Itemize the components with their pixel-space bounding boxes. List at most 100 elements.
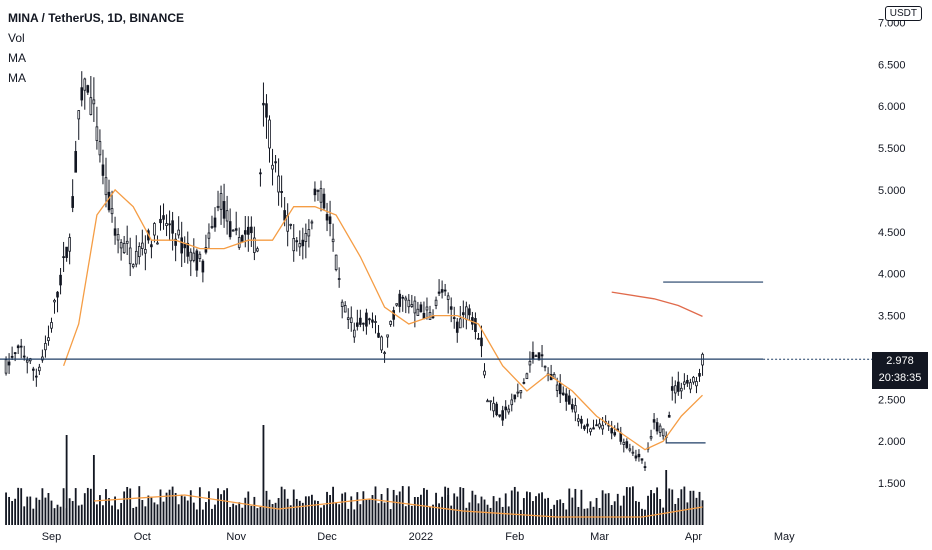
volume-bar xyxy=(489,507,492,525)
volume-bar xyxy=(123,491,126,525)
candle-body xyxy=(540,354,544,357)
candle-body xyxy=(510,399,514,406)
volume-bar xyxy=(698,491,701,525)
candle-body xyxy=(125,240,129,244)
y-tick-label: 4.000 xyxy=(878,269,906,281)
volume-bar xyxy=(53,508,56,525)
volume-bar xyxy=(395,495,398,525)
volume-bar xyxy=(604,493,607,525)
candle-body xyxy=(240,235,244,242)
volume-bar xyxy=(574,488,577,525)
volume-bar xyxy=(680,489,683,525)
candle-body xyxy=(577,418,580,422)
volume-bar xyxy=(241,507,244,525)
candle-body xyxy=(346,317,350,320)
y-tick-label: 6.000 xyxy=(878,101,906,113)
volume-bar xyxy=(338,504,341,525)
candle-body xyxy=(237,237,241,248)
candle-body xyxy=(440,289,444,293)
candle-body xyxy=(13,352,17,355)
candle-body xyxy=(567,395,571,405)
volume-bar xyxy=(392,489,395,525)
candle-body xyxy=(343,305,347,313)
volume-spike-bar xyxy=(329,495,331,525)
candle-body xyxy=(207,232,211,239)
volume-bar xyxy=(595,497,598,525)
candle-body xyxy=(119,242,123,249)
candle-body xyxy=(122,243,126,254)
candle-body xyxy=(80,87,84,101)
candle-body xyxy=(77,110,81,120)
volume-bar xyxy=(386,488,389,525)
volume-bar xyxy=(407,486,410,525)
candle-body xyxy=(634,455,638,459)
ma-long-line xyxy=(611,291,703,317)
volume-bar xyxy=(335,502,338,525)
volume-bar xyxy=(513,486,516,525)
x-tick-label: Dec xyxy=(317,531,337,543)
candle-body xyxy=(271,164,274,170)
volume-bar xyxy=(5,492,7,525)
volume-bar xyxy=(50,500,53,525)
candle-body xyxy=(289,223,293,226)
candle-body xyxy=(564,393,568,402)
candle-body xyxy=(561,392,565,396)
volume-bar xyxy=(568,488,571,525)
candle-body xyxy=(389,320,392,325)
candle-body xyxy=(59,274,62,286)
x-tick-label: Oct xyxy=(134,531,151,543)
volume-bar xyxy=(162,501,165,525)
candle-body xyxy=(601,424,604,430)
currency-button[interactable]: USDT xyxy=(884,6,922,21)
volume-bar xyxy=(701,500,704,525)
candle-body xyxy=(183,243,187,249)
volume-bar xyxy=(144,506,147,525)
volume-bar xyxy=(592,506,595,525)
candle-body xyxy=(637,453,641,458)
candle-body xyxy=(667,414,671,418)
candle-body xyxy=(519,390,523,394)
candle-body xyxy=(583,425,586,430)
candle-body xyxy=(516,391,520,394)
candle-body xyxy=(407,299,411,308)
volume-bar xyxy=(416,496,419,525)
y-tick-label: 4.500 xyxy=(878,227,906,239)
volume-bar xyxy=(317,500,319,525)
candle-body xyxy=(477,337,480,340)
volume-bar xyxy=(74,488,77,525)
volume-bar xyxy=(635,501,637,525)
volume-bar xyxy=(141,500,144,525)
volume-bar xyxy=(580,489,583,525)
candle-body xyxy=(504,406,508,411)
candle-body xyxy=(86,85,90,93)
candle-body xyxy=(434,299,438,306)
candle-body xyxy=(25,359,29,363)
volume-bar xyxy=(326,491,328,525)
volume-bar xyxy=(180,494,183,525)
volume-bar xyxy=(404,506,407,525)
candle-body xyxy=(277,175,280,193)
volume-bar xyxy=(347,508,350,525)
volume-bar xyxy=(686,502,689,525)
volume-bar xyxy=(120,503,123,525)
candle-body xyxy=(19,345,23,348)
volume-bar xyxy=(535,496,537,525)
volume-spike-bar xyxy=(447,495,450,525)
volume-bar xyxy=(380,494,383,525)
volume-bar xyxy=(532,501,534,525)
volume-bar xyxy=(519,509,522,525)
candle-body xyxy=(313,188,317,196)
candle-body xyxy=(555,384,559,391)
volume-bar xyxy=(195,509,198,525)
volume-bar xyxy=(211,508,213,525)
volume-bar xyxy=(389,509,392,525)
candle-body xyxy=(295,240,299,243)
candle-body xyxy=(38,366,41,372)
volume-bar xyxy=(525,491,528,525)
candle-body xyxy=(531,352,535,360)
candle-body xyxy=(680,387,683,392)
candle-body xyxy=(443,289,447,292)
candle-body xyxy=(528,360,532,366)
candle-body xyxy=(449,306,453,310)
